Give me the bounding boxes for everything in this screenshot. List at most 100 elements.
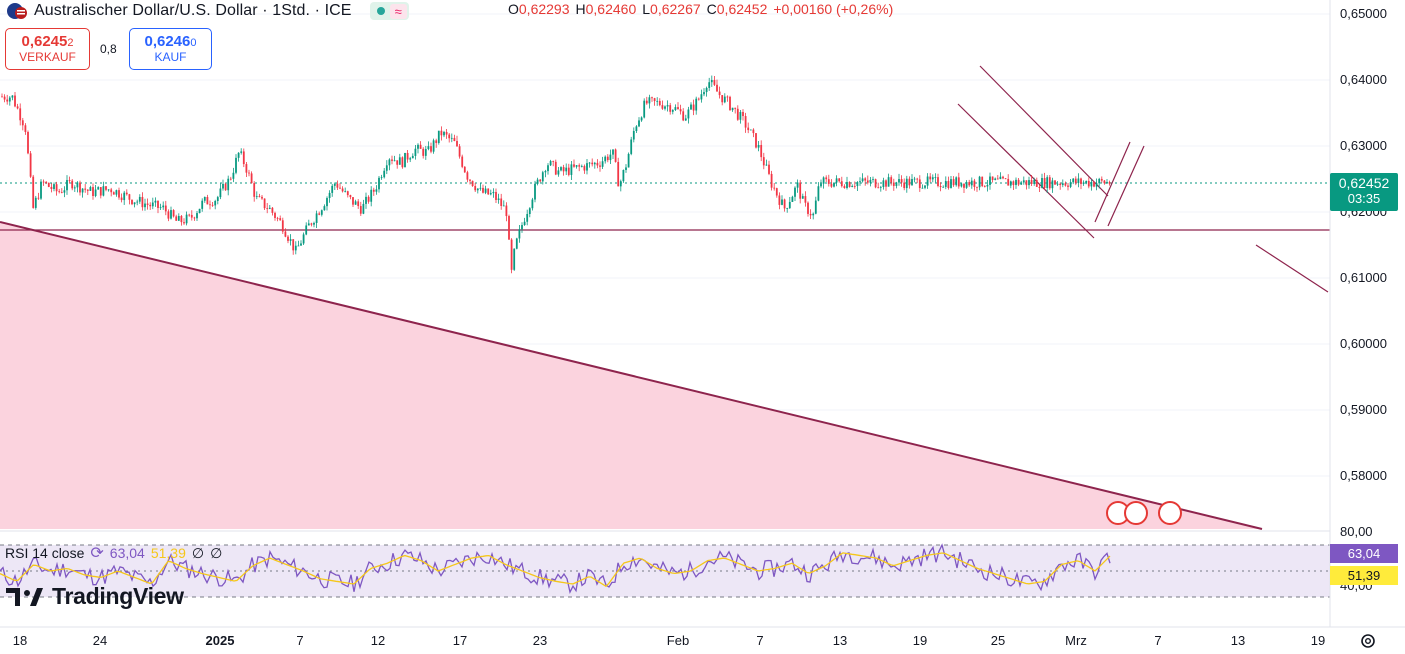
channel-line-lower[interactable] [957, 103, 1095, 239]
us-event-flag-icon[interactable] [1124, 501, 1148, 525]
candle-body [765, 164, 768, 166]
candle-body [536, 179, 539, 184]
buy-button[interactable]: 0,62460 KAUF [129, 28, 212, 70]
candle-body [612, 149, 614, 155]
time-tick-label: 19 [912, 633, 928, 648]
candle-body [921, 187, 924, 189]
candle-body [716, 84, 718, 92]
settings-gear-icon[interactable] [1359, 632, 1377, 650]
candle-body [970, 180, 973, 186]
rsi-ma-line[interactable] [0, 552, 1111, 588]
candle-body [164, 205, 167, 212]
rsi-value: 63,04 [109, 545, 145, 561]
candle-body [952, 179, 955, 186]
candle-body [222, 183, 224, 189]
breakout-line-1[interactable] [1094, 141, 1131, 223]
candle-body [1002, 176, 1004, 179]
candle-body [903, 182, 906, 189]
candle-body [505, 205, 508, 217]
candle-body [47, 182, 50, 187]
market-status-pill[interactable]: ≈ [369, 2, 409, 20]
candle-body [354, 201, 357, 205]
candle-body [86, 189, 89, 191]
candle-body [757, 144, 760, 148]
refresh-icon[interactable]: ⟳ [90, 545, 104, 562]
candle-body [307, 223, 310, 226]
candle-body [778, 195, 781, 205]
candle-body [1069, 182, 1072, 187]
candle-body [183, 222, 185, 224]
candle-body [476, 188, 479, 191]
candle-body [734, 107, 737, 109]
candle-body [861, 178, 864, 182]
candle-body [859, 181, 861, 183]
candle-body [523, 221, 526, 226]
candle-body [105, 186, 107, 190]
price-tick-label: 0,63000 [1340, 138, 1387, 153]
candle-body [669, 105, 672, 112]
candle-body [804, 196, 807, 203]
current-price-tag: 0,62452 03:35 [1330, 173, 1398, 211]
candle-body [619, 181, 622, 187]
candle-body [817, 186, 820, 201]
candle-body [968, 182, 971, 186]
candle-body [911, 179, 913, 186]
candle-body [976, 186, 978, 188]
aud-usd-flag-icon [7, 3, 27, 19]
breakout-line-2[interactable] [1107, 145, 1145, 227]
candle-body [456, 140, 458, 147]
candle-body [742, 111, 744, 117]
rsi-value-tag: 63,04 [1330, 544, 1398, 563]
candle-body [739, 111, 742, 120]
candle-body [788, 201, 791, 209]
candle-body [167, 211, 170, 219]
time-tick-label: 7 [1154, 633, 1162, 648]
candle-body [427, 146, 430, 150]
candle-body [1093, 182, 1095, 187]
candle-body [515, 238, 518, 249]
candle-body [1106, 182, 1108, 184]
candles-series[interactable] [1, 75, 1111, 274]
candle-body [320, 210, 323, 215]
candle-body [125, 192, 128, 195]
sell-button[interactable]: 0,62452 VERKAUF [5, 28, 90, 70]
time-tick-label: 24 [92, 633, 108, 648]
price-tick-label: 0,60000 [1340, 336, 1387, 351]
candle-body [794, 187, 796, 197]
channel-line-upper[interactable] [979, 65, 1109, 197]
candle-body [627, 153, 630, 168]
rsi-legend[interactable]: RSI 14 close ⟳ 63,04 51,39 ∅ ∅ [5, 543, 222, 563]
candle-body [365, 196, 367, 204]
candle-body [578, 165, 581, 167]
candle-body [713, 80, 716, 85]
candle-body [1004, 178, 1007, 180]
candle-body [658, 100, 661, 106]
candle-body [219, 188, 222, 198]
time-tick-label: 23 [532, 633, 548, 648]
candle-body [630, 139, 633, 154]
candle-body [1074, 178, 1077, 184]
candle-body [1064, 183, 1067, 186]
candle-body [547, 165, 549, 172]
candle-body [261, 196, 263, 199]
projection-line[interactable] [1255, 244, 1329, 293]
candle-body [323, 206, 326, 211]
bar-countdown: 03:35 [1347, 191, 1381, 206]
candle-body [791, 196, 794, 202]
candle-body [196, 213, 198, 219]
tradingview-logo[interactable]: TradingView [6, 583, 184, 610]
price-tick-label: 0,65000 [1340, 6, 1387, 21]
candle-body [229, 178, 232, 180]
rsi-line[interactable] [0, 543, 1111, 595]
us-event-flag-icon[interactable] [1158, 501, 1182, 525]
symbol-title[interactable]: Australischer Dollar/U.S. Dollar · 1Std.… [34, 2, 352, 19]
candle-body [190, 214, 193, 218]
candle-body [1009, 181, 1012, 186]
candle-body [1077, 178, 1080, 184]
candle-body [370, 189, 373, 202]
long-trendline[interactable] [0, 221, 1263, 530]
candle-body [1007, 178, 1010, 186]
candle-body [14, 95, 16, 107]
candle-body [843, 186, 846, 189]
